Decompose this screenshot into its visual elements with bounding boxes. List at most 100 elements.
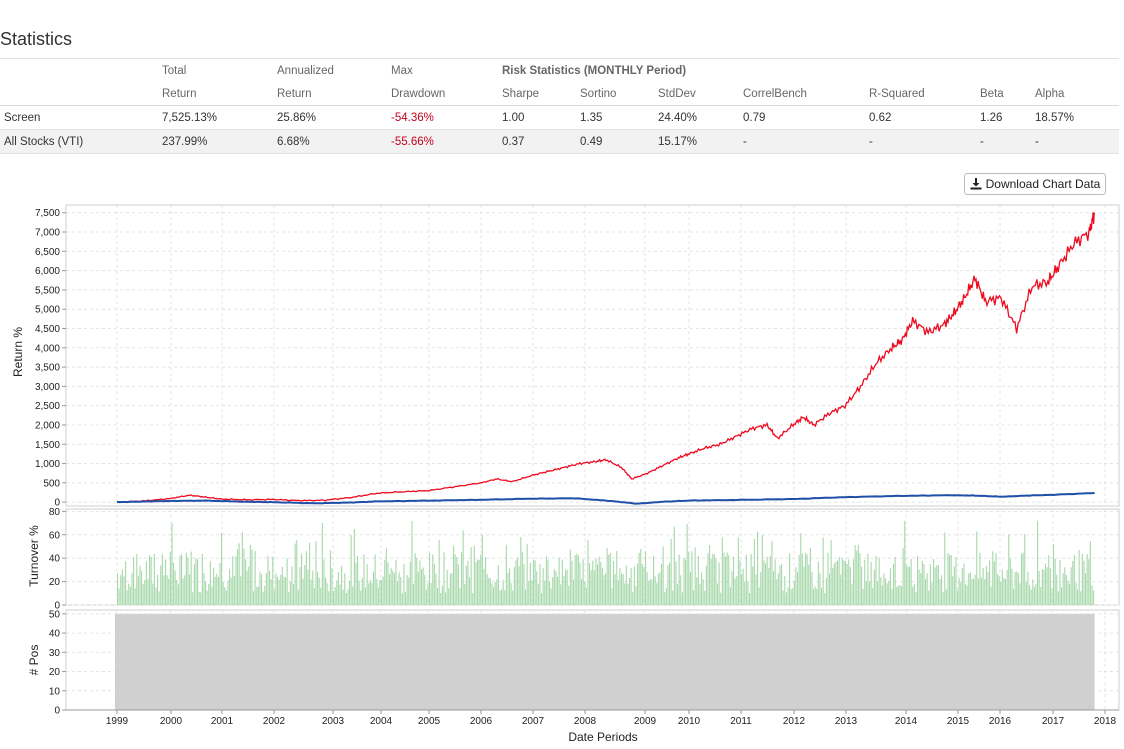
turnover-bar	[779, 565, 781, 605]
turnover-bar	[832, 568, 834, 605]
turnover-bar	[395, 559, 397, 605]
table-cell: 0.79	[739, 105, 865, 130]
turnover-bar	[945, 589, 947, 605]
turnover-bar	[768, 568, 770, 605]
turnover-bar	[949, 555, 951, 605]
turnover-bar	[560, 584, 562, 605]
turnover-bar	[1005, 579, 1007, 605]
turnover-bar	[313, 588, 315, 605]
table-row: All Stocks (VTI) 237.99% 6.68% -55.66% 0…	[0, 129, 1119, 154]
turnover-bar	[1013, 588, 1015, 605]
turnover-bar	[414, 553, 416, 605]
turnover-bar	[465, 565, 467, 605]
y-tick-label: 2,000	[35, 420, 60, 431]
turnover-bar	[121, 569, 123, 605]
turnover-bar	[253, 591, 255, 605]
turnover-bar	[1008, 534, 1010, 605]
turnover-bar	[168, 579, 170, 605]
turnover-bar	[134, 588, 136, 605]
turnover-bar	[793, 580, 795, 605]
turnover-bar	[336, 580, 338, 605]
turnover-bar	[757, 531, 759, 605]
turnover-bar	[773, 571, 775, 605]
turnover-bar	[323, 559, 325, 605]
turnover-bar	[824, 593, 826, 605]
turnover-bar	[688, 552, 690, 605]
turnover-bar	[715, 558, 717, 605]
turnover-bar	[737, 537, 739, 605]
turnover-bar	[1075, 583, 1077, 605]
turnover-bar	[1077, 589, 1079, 605]
turnover-bar	[907, 566, 909, 605]
turnover-bar	[925, 579, 927, 605]
turnover-bar	[696, 577, 698, 605]
turnover-bar	[672, 590, 674, 605]
turnover-bar	[720, 592, 722, 605]
x-tick-label: 2013	[835, 716, 858, 727]
y-tick-label: 0	[54, 601, 60, 612]
turnover-bar	[376, 578, 378, 605]
turnover-bar	[462, 530, 464, 605]
turnover-bar	[662, 546, 664, 605]
turnover-bar	[533, 560, 535, 605]
y-tick-label: 20	[49, 577, 61, 588]
turnover-bar	[806, 554, 808, 605]
turnover-bar	[544, 580, 546, 605]
turnover-bar	[649, 578, 651, 605]
turnover-bar	[565, 569, 567, 605]
turnover-bar	[550, 588, 552, 605]
turnover-bar	[1048, 555, 1050, 605]
turnover-bar	[208, 583, 210, 605]
turnover-bar	[301, 553, 303, 605]
turnover-bar	[974, 574, 976, 605]
turnover-bar	[158, 591, 160, 605]
turnover-bar	[1038, 571, 1040, 605]
turnover-bar	[126, 590, 128, 605]
turnover-bar	[561, 559, 563, 605]
turnover-bar	[497, 565, 499, 605]
table-header-row-2: Return Return Drawdown Sharpe Sortino St…	[0, 82, 1119, 106]
turnover-bar	[961, 568, 963, 605]
turnover-bar	[433, 563, 435, 605]
turnover-bar	[665, 587, 667, 605]
turnover-bar	[344, 573, 346, 605]
turnover-bar	[1033, 587, 1035, 605]
table-cell: 1.26	[976, 105, 1031, 130]
turnover-bar	[581, 579, 583, 605]
turnover-bar	[563, 576, 565, 605]
turnover-bar	[405, 592, 407, 605]
turnover-bar	[403, 563, 405, 605]
turnover-bar	[912, 586, 914, 605]
turnover-bar	[1091, 585, 1093, 605]
turnover-bar	[198, 591, 200, 605]
download-chart-data-button[interactable]: Download Chart Data	[964, 173, 1106, 195]
turnover-bar	[504, 590, 506, 605]
turnover-bar	[707, 553, 709, 605]
turnover-bar	[1032, 579, 1034, 605]
turnover-bar	[267, 556, 269, 605]
turnover-bar	[643, 567, 645, 605]
turnover-bar	[566, 569, 568, 605]
turnover-bar	[595, 558, 597, 605]
turnover-bar	[521, 551, 523, 605]
turnover-bar	[347, 589, 349, 605]
turnover-bar	[149, 555, 151, 605]
turnover-bar	[958, 578, 960, 605]
turnover-bar	[669, 563, 671, 605]
turnover-bar	[814, 586, 816, 605]
turnover-bar	[169, 552, 171, 605]
turnover-bar	[448, 588, 450, 605]
turnover-bar	[617, 580, 619, 605]
turnover-bar	[774, 559, 776, 605]
turnover-bar	[747, 581, 749, 605]
turnover-bar	[1041, 569, 1043, 605]
turnover-bar	[398, 572, 400, 605]
turnover-bar	[861, 566, 863, 605]
turnover-bar	[749, 593, 751, 605]
turnover-bar	[1043, 569, 1045, 605]
turnover-bar	[678, 554, 680, 605]
turnover-bar	[293, 583, 295, 605]
turnover-bar	[942, 592, 944, 605]
turnover-bar	[227, 580, 229, 605]
turnover-bar	[744, 582, 746, 605]
